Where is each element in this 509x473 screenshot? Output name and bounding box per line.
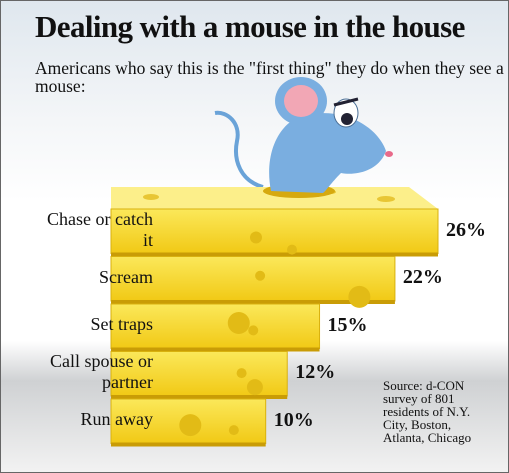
cheese-hole	[255, 270, 266, 281]
bar	[110, 256, 396, 302]
bar	[110, 303, 321, 349]
value-label: 10%	[273, 408, 314, 431]
source-note: Source: d-CON survey of 801 residents of…	[383, 378, 472, 445]
cheese-hole	[143, 194, 159, 200]
bar-shadow	[111, 300, 395, 304]
value-label: 15%	[327, 313, 368, 336]
bar-shadow	[111, 252, 438, 257]
category-label: Chase or catch it	[47, 208, 153, 250]
cheese-hole	[250, 231, 262, 244]
value-label: 22%	[402, 266, 443, 289]
category-label: Call spouse or partner	[50, 351, 153, 393]
cheese-top	[111, 187, 438, 209]
category-label: Set traps	[90, 314, 154, 335]
cheese-hole	[248, 325, 259, 336]
bar-shadow	[111, 347, 320, 352]
cheese-hole	[287, 244, 297, 255]
cheese-hole	[227, 312, 250, 334]
cheese-hole	[228, 425, 239, 436]
bar-shadow	[111, 442, 266, 447]
mouse-tail	[214, 110, 264, 189]
cheese-hole	[179, 414, 202, 437]
cheese-hole	[348, 285, 371, 308]
mouse	[263, 77, 393, 198]
cheese-hole	[377, 196, 395, 202]
bar-shadow	[111, 395, 288, 399]
cheese-hole	[246, 379, 263, 396]
value-label: 12%	[295, 361, 336, 384]
chart-subtitle: Americans who say this is the "first thi…	[35, 58, 504, 96]
bar	[110, 208, 439, 254]
category-label: Run away	[80, 409, 153, 430]
chart-title: Dealing with a mouse in the house	[35, 9, 465, 44]
category-label: Scream	[99, 266, 153, 287]
cheese-hole	[236, 368, 247, 379]
value-label: 26%	[446, 218, 486, 241]
